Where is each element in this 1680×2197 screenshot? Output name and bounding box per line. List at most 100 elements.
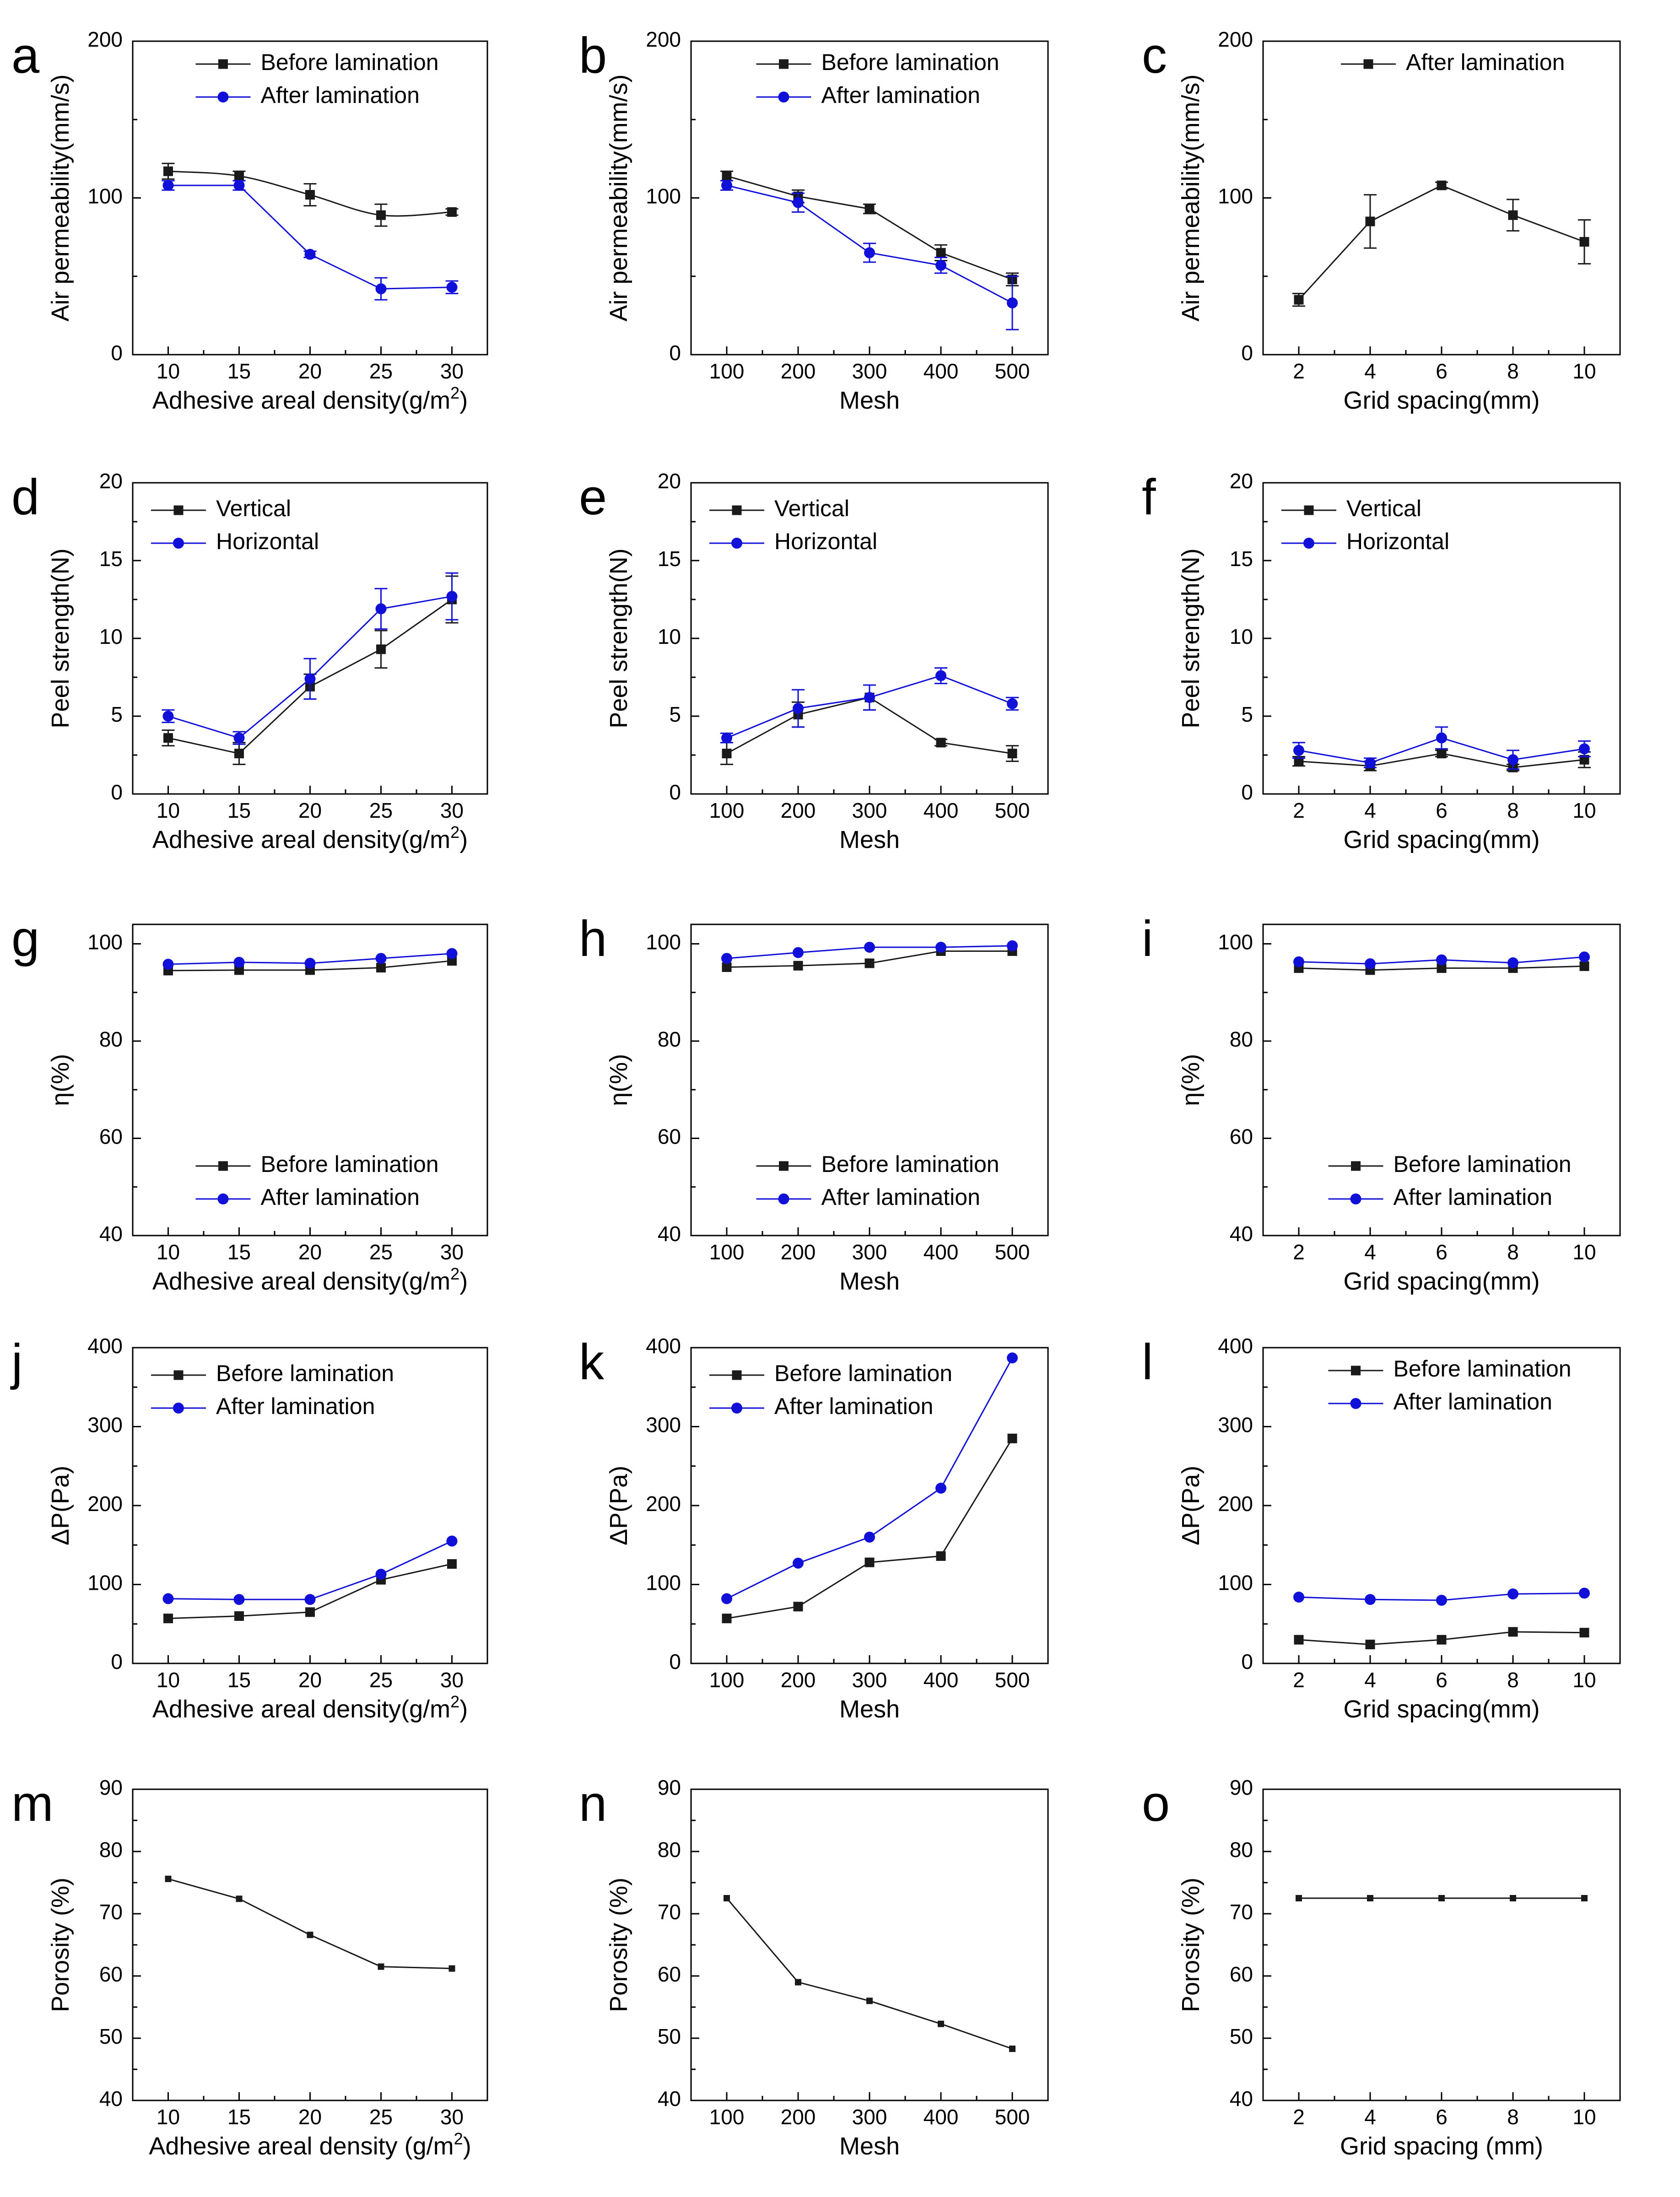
plot-frame — [690, 1788, 1049, 2101]
x-tick-label: 2 — [1293, 1240, 1305, 1264]
legend-label: After lamination — [261, 82, 420, 108]
y-tick-label: 40 — [99, 1222, 123, 1246]
data-point — [721, 732, 732, 744]
data-point — [163, 733, 173, 743]
legend-item: Before lamination — [756, 1151, 999, 1177]
x-tick-label: 4 — [1364, 359, 1376, 383]
x-axis-label: Grid spacing(mm) — [1343, 826, 1540, 853]
y-tick-label: 50 — [99, 2024, 123, 2048]
data-point — [1007, 1433, 1017, 1443]
data-point — [722, 171, 732, 181]
x-tick-label: 30 — [440, 2105, 464, 2129]
data-point — [1507, 957, 1518, 968]
series-after-lamination — [1292, 180, 1591, 307]
panel-label: l — [1142, 1334, 1153, 1390]
y-tick-label: 300 — [646, 1413, 681, 1437]
x-tick-label: 15 — [227, 2105, 251, 2129]
data-point — [376, 644, 386, 654]
data-point — [1293, 1592, 1304, 1603]
legend-label: After lamination — [1394, 1389, 1552, 1414]
x-tick-label: 500 — [995, 1240, 1030, 1264]
data-point — [1507, 1588, 1518, 1600]
x-tick-label: 500 — [995, 359, 1030, 383]
y-tick-label: 60 — [99, 1125, 123, 1149]
data-point — [163, 1614, 173, 1624]
legend-marker — [1363, 59, 1373, 69]
data-point — [864, 958, 875, 968]
data-point — [1007, 1352, 1018, 1364]
y-tick-label: 100 — [646, 1571, 681, 1595]
legend-label: Vertical — [774, 496, 849, 521]
series-line — [726, 1438, 1013, 1619]
x-tick-label: 400 — [924, 799, 959, 822]
panel-label: a — [11, 27, 40, 84]
y-tick-label: 0 — [669, 1650, 681, 1673]
legend: Before lamination After lamination — [195, 1151, 439, 1210]
x-axis-label: Mesh — [839, 826, 900, 853]
legend: Before lamination After lamination — [195, 49, 439, 108]
series-horizontal — [1292, 726, 1591, 770]
y-tick-label: 10 — [658, 625, 681, 648]
x-tick-label: 25 — [369, 2105, 393, 2129]
data-point — [162, 959, 174, 970]
x-tick-label: 25 — [369, 1240, 393, 1264]
data-point — [447, 207, 457, 217]
legend-marker — [218, 1161, 228, 1171]
data-point — [1438, 1895, 1445, 1901]
x-tick-label: 200 — [781, 359, 816, 383]
x-tick-label: 30 — [440, 1240, 464, 1264]
data-point — [305, 190, 315, 200]
x-axis-label: Adhesive areal density(g/m2) — [152, 1692, 468, 1723]
data-point — [1294, 756, 1304, 767]
series-after-lamination — [1293, 1587, 1590, 1606]
series-after-lamination — [162, 948, 458, 970]
y-axis-label: ΔP(Pa) — [605, 1466, 632, 1545]
x-tick-label: 100 — [709, 2105, 745, 2129]
panel-label: k — [579, 1334, 605, 1390]
data-point — [375, 1569, 387, 1580]
x-tick-label: 300 — [852, 799, 887, 822]
data-point — [935, 1483, 946, 1494]
legend-marker — [732, 505, 742, 515]
x-axis-label: Adhesive areal density(g/m2) — [152, 1264, 468, 1295]
legend-item: Vertical — [151, 496, 291, 521]
x-tick-label: 500 — [995, 2105, 1030, 2129]
series-vertical — [1292, 749, 1591, 772]
legend: Before lamination After lamination — [709, 1360, 952, 1419]
legend-item: Vertical — [1281, 496, 1421, 521]
x-tick-label: 25 — [369, 1668, 393, 1692]
data-point — [793, 1602, 803, 1612]
y-tick-label: 0 — [111, 780, 123, 804]
x-tick-label: 8 — [1507, 359, 1519, 383]
legend: Before lamination After lamination — [756, 1151, 999, 1210]
x-tick-label: 400 — [924, 2105, 959, 2129]
y-tick-label: 40 — [658, 2087, 681, 2111]
data-point — [1294, 295, 1304, 305]
x-tick-label: 30 — [440, 359, 464, 383]
data-point — [234, 965, 244, 975]
y-tick-label: 20 — [658, 469, 681, 493]
data-point — [234, 749, 244, 759]
y-tick-label: 0 — [669, 780, 681, 804]
data-point — [864, 941, 875, 953]
data-point — [1007, 698, 1018, 709]
y-tick-label: 15 — [1230, 547, 1253, 571]
y-axis-label: ΔP(Pa) — [47, 1466, 74, 1545]
panel-label: i — [1142, 911, 1153, 967]
legend-marker — [1351, 1161, 1361, 1171]
legend-marker — [173, 538, 184, 549]
legend-label: Horizontal — [216, 529, 319, 554]
legend-label: Before lamination — [261, 49, 439, 75]
x-tick-label: 200 — [781, 799, 816, 822]
y-axis-label: Porosity (%) — [47, 1878, 74, 2012]
y-axis-label: Air permeability(mm/s) — [605, 74, 632, 321]
legend-label: Horizontal — [774, 529, 877, 554]
data-point — [1007, 297, 1018, 308]
data-point — [233, 956, 245, 968]
y-tick-label: 20 — [99, 469, 123, 493]
legend-label: After lamination — [821, 82, 980, 108]
data-point — [935, 941, 946, 953]
x-axis-label: Grid spacing(mm) — [1343, 387, 1540, 414]
